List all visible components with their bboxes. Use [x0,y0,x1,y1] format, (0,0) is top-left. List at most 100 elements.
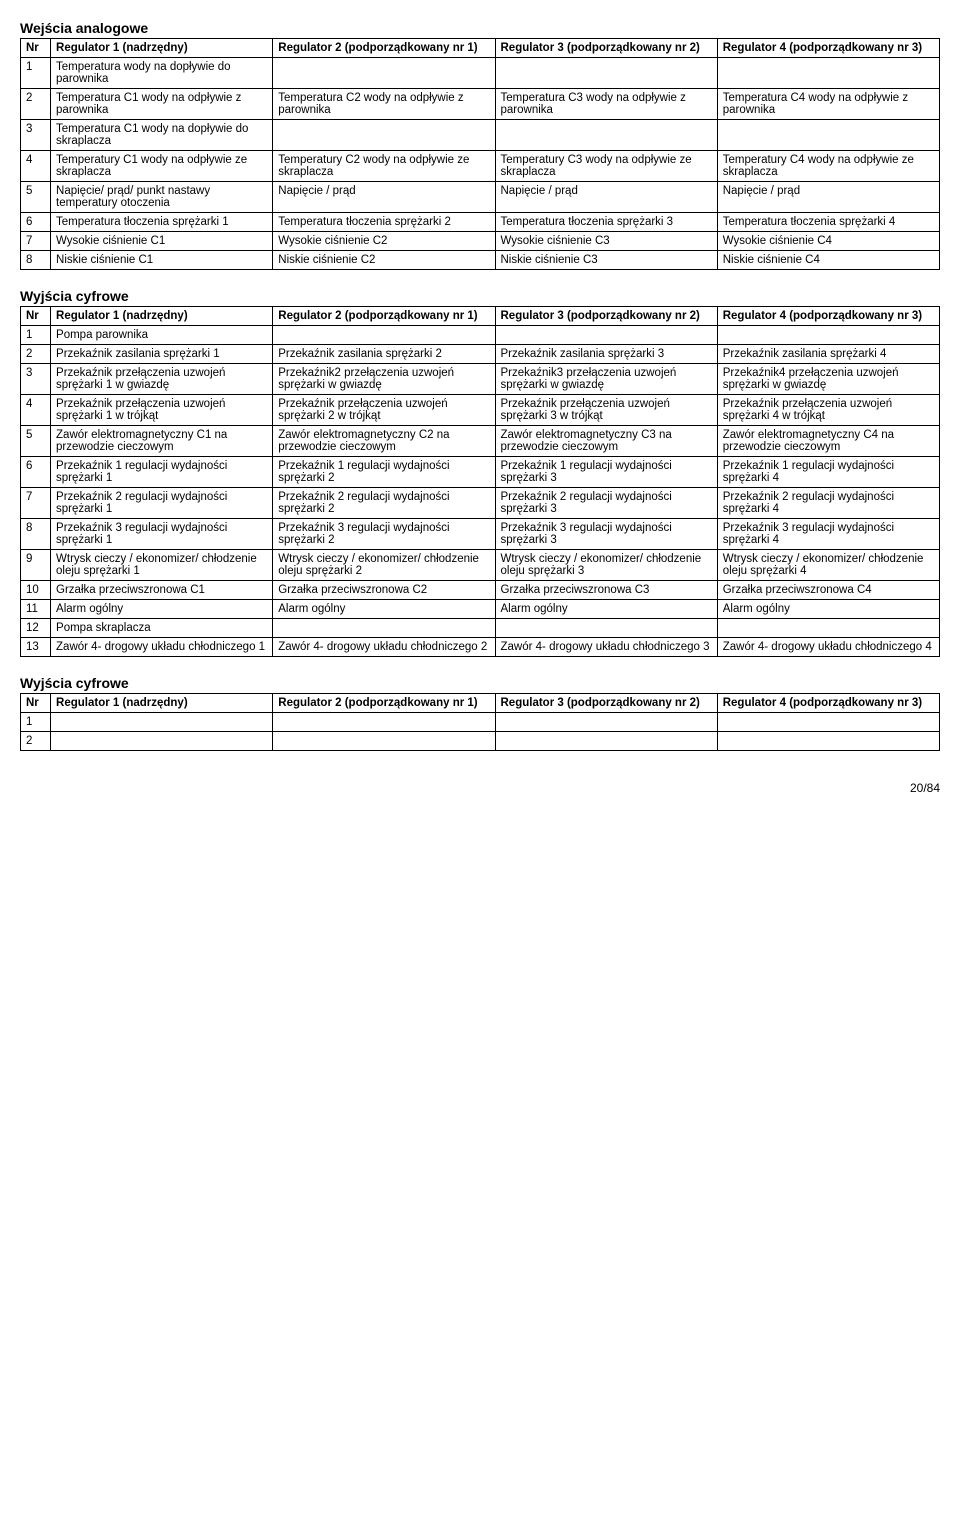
table-row: 1Pompa parownika [21,326,940,345]
table-cell: Temperatura tłoczenia sprężarki 1 [51,213,273,232]
table-cell: Temperatury C2 wody na odpływie ze skrap… [273,151,495,182]
table-cell: Alarm ogólny [717,600,939,619]
table-cell: Przekaźnik 2 regulacji wydajności spręża… [717,488,939,519]
table-cell: 1 [21,326,51,345]
table-row: 7Przekaźnik 2 regulacji wydajności spręż… [21,488,940,519]
header-cell: Regulator 4 (podporządkowany nr 3) [717,694,939,713]
table-cell: Napięcie / prąd [495,182,717,213]
table-cell [495,58,717,89]
table-cell: 10 [21,581,51,600]
table-cell: Niskie ciśnienie C1 [51,251,273,270]
table-cell: Wysokie ciśnienie C3 [495,232,717,251]
table-cell: 2 [21,732,51,751]
table-cell: Temperatura tłoczenia sprężarki 2 [273,213,495,232]
header-cell: Regulator 4 (podporządkowany nr 3) [717,39,939,58]
table-cell [273,58,495,89]
table-cell: Temperatura C2 wody na odpływie z parown… [273,89,495,120]
table-cell: Przekaźnik zasilania sprężarki 3 [495,345,717,364]
table-cell: Przekaźnik 3 regulacji wydajności spręża… [495,519,717,550]
table-cell: Temperatura C1 wody na odpływie z parown… [51,89,273,120]
table-cell: Zawór 4- drogowy układu chłodniczego 4 [717,638,939,657]
header-cell: Regulator 2 (podporządkowany nr 1) [273,694,495,713]
table-cell: Zawór elektromagnetyczny C2 na przewodzi… [273,426,495,457]
table-cell: 4 [21,395,51,426]
header-cell: Regulator 3 (podporządkowany nr 2) [495,694,717,713]
table-row: 3Temperatura C1 wody na dopływie do skra… [21,120,940,151]
table-cell [717,326,939,345]
table-header-row: Nr Regulator 1 (nadrzędny) Regulator 2 (… [21,694,940,713]
table-row: 6Przekaźnik 1 regulacji wydajności spręż… [21,457,940,488]
table-cell [717,58,939,89]
table-row: 4Przekaźnik przełączenia uzwojeń sprężar… [21,395,940,426]
table-cell: Pompa parownika [51,326,273,345]
table-cell: Przekaźnik 2 regulacji wydajności spręża… [273,488,495,519]
header-cell: Regulator 2 (podporządkowany nr 1) [273,307,495,326]
table-cell: 8 [21,251,51,270]
table-cell: Temperatura C3 wody na odpływie z parown… [495,89,717,120]
table-cell [51,732,273,751]
table-cell: Wtrysk cieczy / ekonomizer/ chłodzenie o… [717,550,939,581]
table-cell: Niskie ciśnienie C2 [273,251,495,270]
table-cell: Temperatura tłoczenia sprężarki 4 [717,213,939,232]
table-cell: Przekaźnik 2 regulacji wydajności spręża… [495,488,717,519]
table-cell [273,326,495,345]
table-cell: Przekaźnik zasilania sprężarki 1 [51,345,273,364]
table-cell: Przekaźnik przełączenia uzwojeń sprężark… [273,395,495,426]
table-row: 8Niskie ciśnienie C1Niskie ciśnienie C2N… [21,251,940,270]
header-cell: Regulator 2 (podporządkowany nr 1) [273,39,495,58]
table-cell: Przekaźnik przełączenia uzwojeń sprężark… [51,395,273,426]
section3-table: Nr Regulator 1 (nadrzędny) Regulator 2 (… [20,693,940,751]
table-row: 6Temperatura tłoczenia sprężarki 1Temper… [21,213,940,232]
table-cell: 3 [21,364,51,395]
table-cell: Grzałka przeciwszronowa C3 [495,581,717,600]
section2-title: Wyjścia cyfrowe [20,288,940,304]
table-row: 10Grzałka przeciwszronowa C1Grzałka prze… [21,581,940,600]
table-cell: 7 [21,488,51,519]
table-row: 7Wysokie ciśnienie C1Wysokie ciśnienie C… [21,232,940,251]
table-cell: Przekaźnik 1 regulacji wydajności spręża… [717,457,939,488]
table-row: 2Temperatura C1 wody na odpływie z parow… [21,89,940,120]
header-cell: Nr [21,694,51,713]
table-cell [495,326,717,345]
table-cell: Przekaźnik3 przełączenia uzwojeń sprężar… [495,364,717,395]
table-cell: Alarm ogólny [273,600,495,619]
section3-title: Wyjścia cyfrowe [20,675,940,691]
table-cell: Przekaźnik4 przełączenia uzwojeń sprężar… [717,364,939,395]
table-header-row: Nr Regulator 1 (nadrzędny) Regulator 2 (… [21,307,940,326]
header-cell: Regulator 3 (podporządkowany nr 2) [495,307,717,326]
table-cell [717,713,939,732]
table-row: 8 Przekaźnik 3 regulacji wydajności spręż… [21,519,940,550]
header-cell: Regulator 3 (podporządkowany nr 2) [495,39,717,58]
table-cell: 3 [21,120,51,151]
table-cell: Przekaźnik 2 regulacji wydajności spręża… [51,488,273,519]
table-row: 3Przekaźnik przełączenia uzwojeń sprężar… [21,364,940,395]
header-cell: Nr [21,307,51,326]
page-number: 20/84 [20,781,940,795]
header-cell: Regulator 4 (podporządkowany nr 3) [717,307,939,326]
table-cell [273,120,495,151]
table-cell: Zawór elektromagnetyczny C4 na przewodzi… [717,426,939,457]
table-row: 4Temperatury C1 wody na odpływie ze skra… [21,151,940,182]
table-cell: Zawór elektromagnetyczny C1 na przewodzi… [51,426,273,457]
table-cell: Alarm ogólny [51,600,273,619]
table-cell: Przekaźnik 1 regulacji wydajności spręża… [495,457,717,488]
table-cell: 7 [21,232,51,251]
table-cell: Przekaźnik przełączenia uzwojeń sprężark… [51,364,273,395]
table-cell: Wysokie ciśnienie C2 [273,232,495,251]
table-cell [495,713,717,732]
table-cell [495,120,717,151]
table-cell: Przekaźnik 3 regulacji wydajności spręża… [273,519,495,550]
table-cell: 13 [21,638,51,657]
section1-title: Wejścia analogowe [20,20,940,36]
table-cell: 6 [21,457,51,488]
table-cell: Pompa skraplacza [51,619,273,638]
table-cell: Wysokie ciśnienie C1 [51,232,273,251]
table-cell: Wtrysk cieczy / ekonomizer/ chłodzenie o… [51,550,273,581]
table-cell: Wysokie ciśnienie C4 [717,232,939,251]
table-cell: Przekaźnik 1 regulacji wydajności spręża… [51,457,273,488]
table-cell: 8 [21,519,51,550]
table-cell: Wtrysk cieczy / ekonomizer/ chłodzenie o… [273,550,495,581]
table-cell [273,619,495,638]
table-cell: 9 [21,550,51,581]
table-cell [717,619,939,638]
